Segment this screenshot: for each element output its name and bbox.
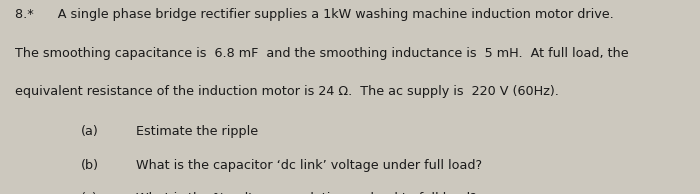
Text: What is the capacitor ‘dc link’ voltage under full load?: What is the capacitor ‘dc link’ voltage … xyxy=(136,159,482,172)
Text: 8.*      A single phase bridge rectifier supplies a 1kW washing machine inductio: 8.* A single phase bridge rectifier supp… xyxy=(15,8,614,21)
Text: (c): (c) xyxy=(80,192,97,194)
Text: (b): (b) xyxy=(80,159,99,172)
Text: Estimate the ripple: Estimate the ripple xyxy=(136,125,258,138)
Text: What is the % voltage regulation no load to full load?: What is the % voltage regulation no load… xyxy=(136,192,477,194)
Text: The smoothing capacitance is  6.8 mF  and the smoothing inductance is  5 mH.  At: The smoothing capacitance is 6.8 mF and … xyxy=(15,47,629,60)
Text: (a): (a) xyxy=(80,125,98,138)
Text: equivalent resistance of the induction motor is 24 Ω.  The ac supply is  220 V (: equivalent resistance of the induction m… xyxy=(15,85,559,98)
